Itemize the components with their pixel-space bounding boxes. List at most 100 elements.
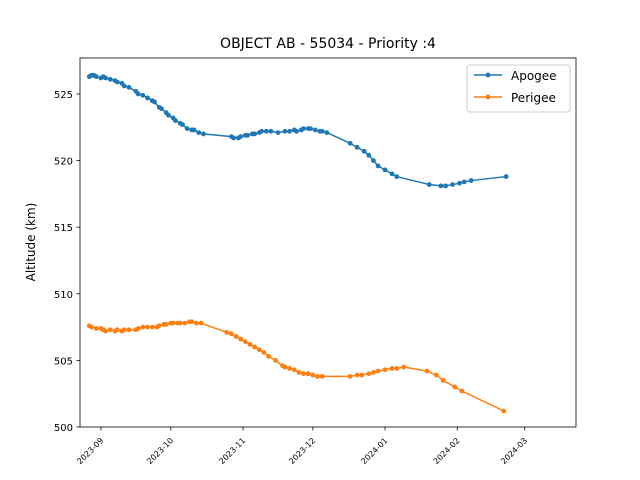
data-point-apogee[interactable] [389, 171, 395, 177]
data-point-apogee[interactable] [382, 167, 388, 173]
data-point-perigee[interactable] [394, 365, 400, 371]
data-point-perigee[interactable] [291, 367, 297, 373]
data-point-apogee[interactable] [135, 91, 141, 97]
data-point-apogee[interactable] [438, 183, 444, 189]
data-point-apogee[interactable] [450, 182, 455, 187]
data-point-perigee[interactable] [89, 324, 95, 330]
data-point-perigee[interactable] [440, 377, 446, 383]
data-point-perigee[interactable] [135, 326, 141, 331]
legend[interactable]: Apogee Perigee [466, 64, 571, 113]
data-point-perigee[interactable] [156, 323, 162, 329]
data-point-apogee[interactable] [366, 152, 372, 158]
data-point-perigee[interactable] [366, 371, 372, 377]
data-point-apogee[interactable] [287, 128, 292, 134]
data-point-perigee[interactable] [266, 354, 272, 359]
legend-entry-perigee[interactable]: Perigee [474, 91, 556, 105]
data-point-apogee[interactable] [347, 140, 353, 146]
data-point-perigee[interactable] [177, 320, 183, 326]
data-point-apogee[interactable] [180, 122, 185, 128]
data-point-perigee[interactable] [149, 324, 155, 330]
data-point-perigee[interactable] [401, 364, 407, 370]
data-point-apogee[interactable] [126, 84, 132, 90]
data-point-perigee[interactable] [182, 320, 188, 326]
data-point-perigee[interactable] [145, 324, 150, 330]
data-point-perigee[interactable] [501, 408, 507, 414]
data-point-apogee[interactable] [282, 128, 288, 134]
data-point-apogee[interactable] [93, 74, 99, 80]
data-point-perigee[interactable] [224, 330, 230, 335]
data-point-perigee[interactable] [189, 319, 195, 325]
data-point-perigee[interactable] [170, 320, 176, 326]
data-point-apogee[interactable] [201, 131, 206, 137]
legend-entry-apogee[interactable]: Apogee [474, 69, 557, 83]
data-point-perigee[interactable] [389, 365, 395, 371]
data-point-perigee[interactable] [198, 320, 204, 326]
data-point-apogee[interactable] [361, 148, 367, 154]
data-point-apogee[interactable] [275, 130, 281, 136]
data-point-perigee[interactable] [107, 327, 113, 333]
data-point-apogee[interactable] [468, 178, 474, 183]
data-point-apogee[interactable] [238, 134, 244, 140]
data-point-apogee[interactable] [191, 127, 197, 133]
data-point-apogee[interactable] [231, 135, 237, 141]
data-point-perigee[interactable] [194, 320, 199, 326]
data-point-apogee[interactable] [461, 179, 467, 185]
data-point-perigee[interactable] [247, 342, 253, 347]
data-point-apogee[interactable] [166, 112, 171, 118]
data-point-perigee[interactable] [319, 373, 325, 379]
data-point-perigee[interactable] [459, 388, 465, 394]
data-point-apogee[interactable] [159, 106, 164, 112]
data-point-apogee[interactable] [114, 79, 120, 85]
data-point-apogee[interactable] [457, 180, 462, 186]
data-point-perigee[interactable] [256, 347, 262, 353]
data-point-perigee[interactable] [375, 368, 381, 374]
data-point-perigee[interactable] [282, 364, 288, 370]
data-point-perigee[interactable] [252, 344, 258, 350]
data-point-apogee[interactable] [308, 126, 313, 131]
data-point-perigee[interactable] [228, 331, 234, 337]
data-point-apogee[interactable] [259, 128, 265, 134]
data-point-apogee[interactable] [294, 128, 299, 134]
data-point-perigee[interactable] [261, 350, 267, 355]
data-point-perigee[interactable] [296, 369, 302, 375]
data-point-apogee[interactable] [312, 127, 318, 133]
data-point-apogee[interactable] [121, 83, 127, 89]
data-point-apogee[interactable] [503, 174, 509, 179]
data-point-perigee[interactable] [233, 334, 239, 339]
data-point-apogee[interactable] [245, 132, 251, 138]
data-point-perigee[interactable] [424, 368, 430, 374]
data-point-apogee[interactable] [140, 92, 146, 98]
data-point-apogee[interactable] [173, 118, 178, 124]
data-point-apogee[interactable] [394, 174, 400, 179]
data-point-apogee[interactable] [354, 144, 360, 150]
data-point-apogee[interactable] [252, 131, 258, 137]
data-point-apogee[interactable] [263, 128, 269, 134]
data-point-perigee[interactable] [242, 339, 248, 345]
data-point-perigee[interactable] [359, 372, 365, 378]
data-point-perigee[interactable] [452, 384, 458, 390]
data-point-perigee[interactable] [382, 367, 388, 373]
data-point-perigee[interactable] [315, 373, 320, 379]
data-point-perigee[interactable] [287, 365, 292, 371]
data-point-perigee[interactable] [301, 371, 306, 377]
data-point-apogee[interactable] [375, 163, 381, 169]
data-point-perigee[interactable] [103, 328, 109, 334]
data-point-perigee[interactable] [354, 372, 360, 378]
data-point-apogee[interactable] [443, 183, 448, 189]
data-point-apogee[interactable] [196, 130, 202, 136]
data-point-perigee[interactable] [126, 327, 132, 333]
data-point-apogee[interactable] [268, 128, 274, 134]
data-point-perigee[interactable] [347, 373, 353, 379]
data-point-perigee[interactable] [238, 336, 244, 342]
data-point-perigee[interactable] [121, 327, 127, 333]
data-point-apogee[interactable] [107, 76, 113, 82]
data-point-apogee[interactable] [152, 99, 157, 105]
data-point-perigee[interactable] [163, 322, 169, 327]
data-point-apogee[interactable] [301, 126, 306, 131]
data-point-apogee[interactable] [103, 75, 109, 81]
data-point-perigee[interactable] [114, 327, 120, 333]
data-point-apogee[interactable] [371, 158, 376, 163]
data-point-perigee[interactable] [273, 357, 279, 363]
data-point-apogee[interactable] [184, 126, 190, 131]
data-point-perigee[interactable] [371, 369, 376, 375]
